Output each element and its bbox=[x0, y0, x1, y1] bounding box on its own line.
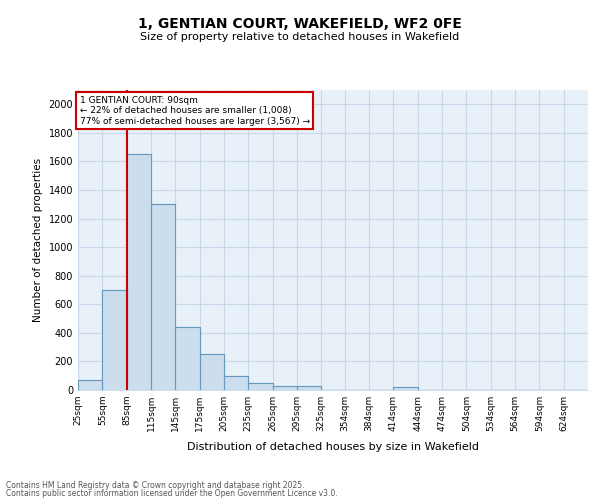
X-axis label: Distribution of detached houses by size in Wakefield: Distribution of detached houses by size … bbox=[187, 442, 479, 452]
Text: Contains public sector information licensed under the Open Government Licence v3: Contains public sector information licen… bbox=[6, 489, 338, 498]
Y-axis label: Number of detached properties: Number of detached properties bbox=[33, 158, 43, 322]
Text: Size of property relative to detached houses in Wakefield: Size of property relative to detached ho… bbox=[140, 32, 460, 42]
Text: 1, GENTIAN COURT, WAKEFIELD, WF2 0FE: 1, GENTIAN COURT, WAKEFIELD, WF2 0FE bbox=[138, 18, 462, 32]
Text: 1 GENTIAN COURT: 90sqm
← 22% of detached houses are smaller (1,008)
77% of semi-: 1 GENTIAN COURT: 90sqm ← 22% of detached… bbox=[80, 96, 310, 126]
Text: Contains HM Land Registry data © Crown copyright and database right 2025.: Contains HM Land Registry data © Crown c… bbox=[6, 480, 305, 490]
